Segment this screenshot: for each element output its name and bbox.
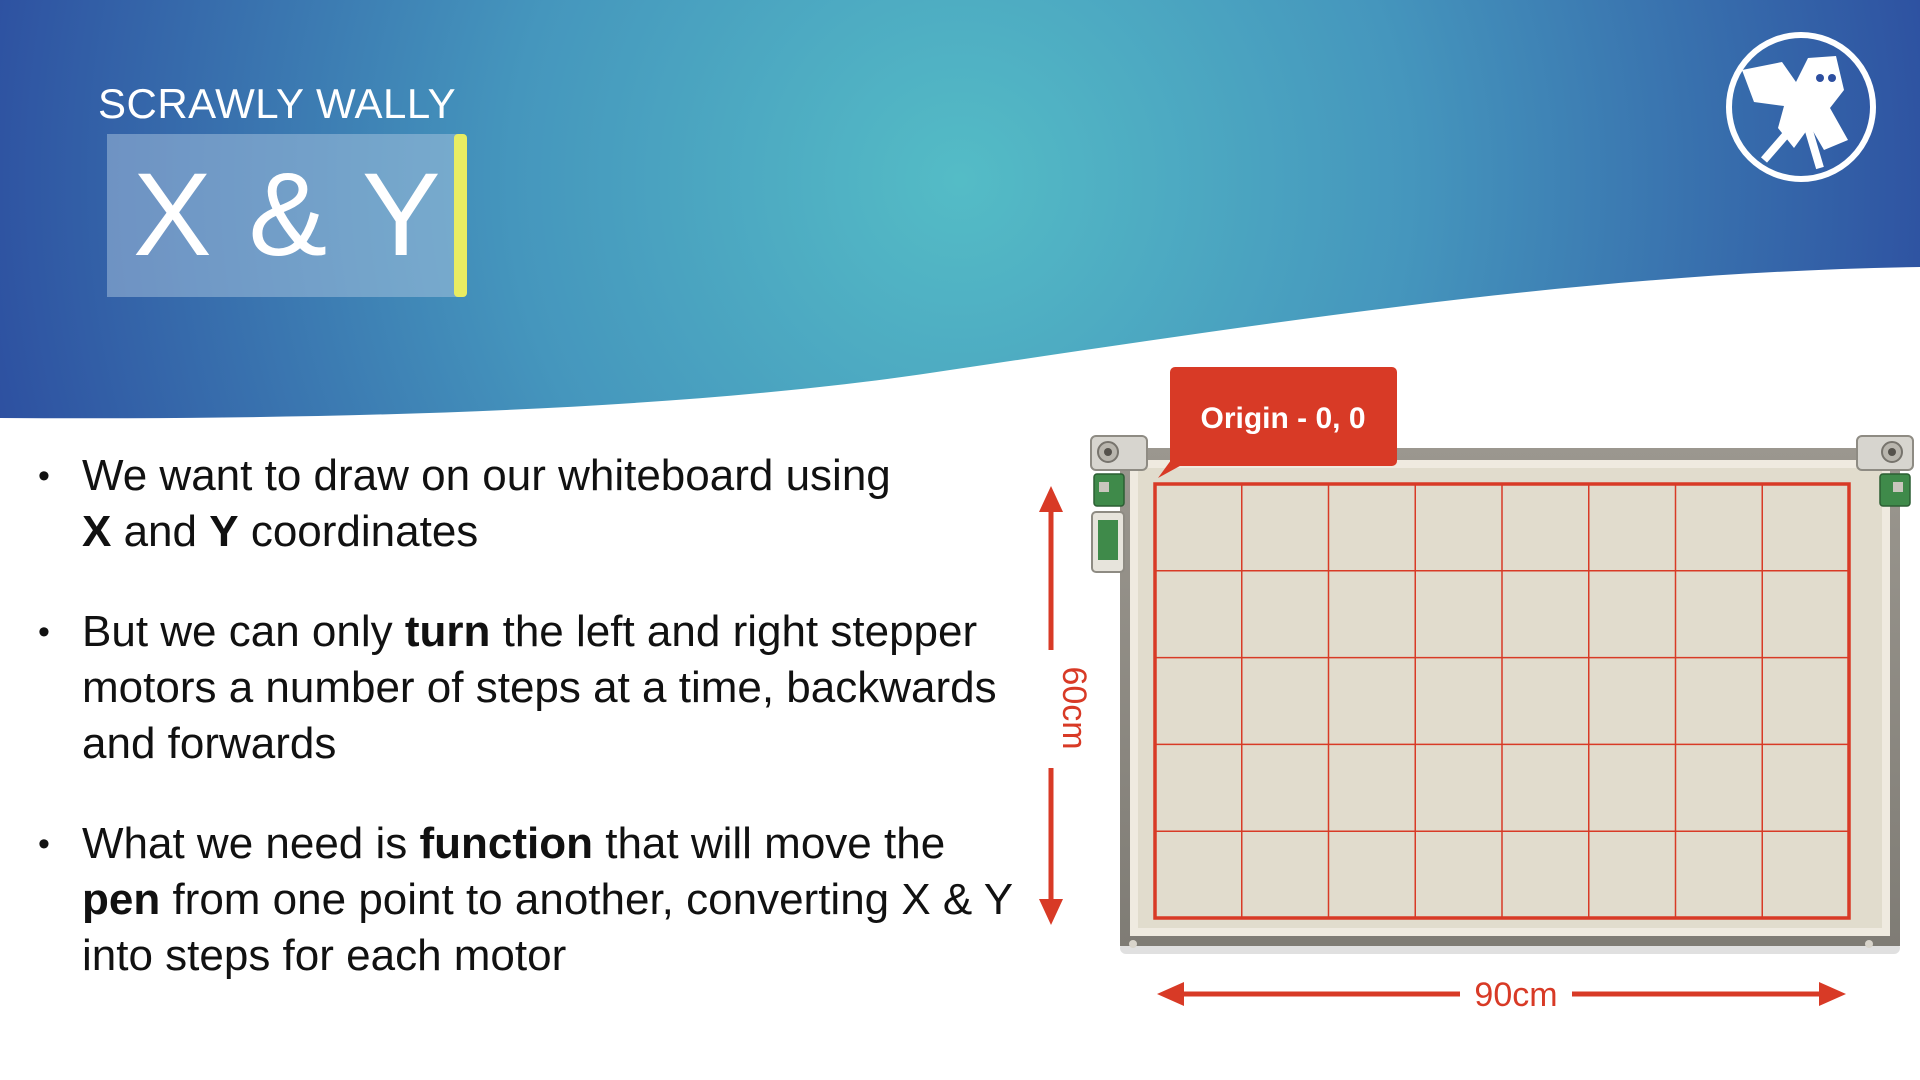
origin-label: Origin - 0, 0: [1200, 402, 1365, 435]
bullet-item: • What we need is function that will move…: [34, 816, 1034, 984]
slide-kicker: SCRAWLY WALLY: [98, 80, 457, 127]
width-label: 90cm: [1474, 976, 1557, 1014]
bullet-list: • We want to draw on our whiteboard using…: [34, 448, 1034, 1028]
header-background: [0, 0, 1920, 419]
coordinate-grid: [1155, 484, 1849, 918]
slide-title: X & Y: [133, 149, 443, 281]
origin-callout: Origin - 0, 0: [1158, 367, 1397, 478]
height-dimension: 60cm: [1039, 486, 1093, 925]
arrow-left-icon: [1157, 982, 1184, 1006]
bullet-item: • We want to draw on our whiteboard using…: [34, 448, 1034, 560]
title-box: [107, 134, 459, 297]
width-dimension: 90cm: [1157, 976, 1846, 1014]
board-surface: [1138, 468, 1882, 928]
bullet-text: What we need is function that will move …: [82, 819, 1013, 980]
arrow-down-icon: [1039, 899, 1063, 925]
bullet-dot: •: [38, 457, 50, 495]
bullet-dot: •: [38, 613, 50, 651]
bullet-text: We want to draw on our whiteboard using …: [82, 451, 891, 556]
frame-bolt: [1129, 940, 1137, 948]
bullet-dot: •: [38, 825, 50, 863]
title-cursor-bar: [454, 134, 467, 297]
scrawly-wally-logo-icon: [1726, 32, 1876, 182]
arrow-up-icon: [1039, 486, 1063, 512]
height-label: 60cm: [1055, 666, 1093, 749]
frame-bolt: [1865, 940, 1873, 948]
right-stepper-motor: [1856, 435, 1914, 507]
drawing-area-border: [1153, 482, 1851, 920]
arrow-right-icon: [1819, 982, 1846, 1006]
bullet-item: • But we can only turn the left and right…: [34, 604, 1034, 772]
left-stepper-motor: [1090, 435, 1148, 573]
bullet-text: But we can only turn the left and right …: [82, 607, 997, 768]
